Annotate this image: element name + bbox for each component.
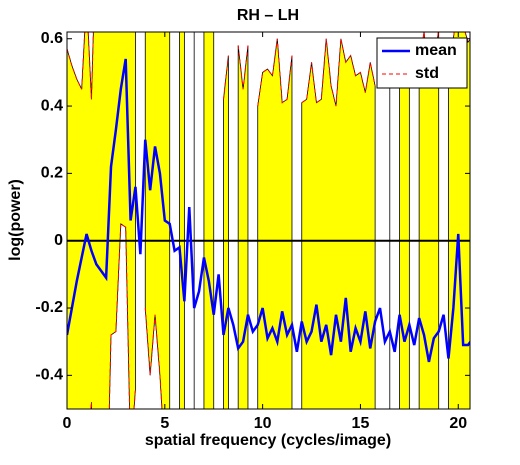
y-tick-label: 0: [54, 232, 63, 249]
x-tick-label: 15: [352, 415, 370, 432]
y-tick-label: -0.2: [35, 299, 63, 316]
std-band: [179, 32, 185, 409]
std-band: [237, 45, 249, 409]
std-line: [223, 55, 229, 100]
x-tick-label: 0: [63, 415, 72, 432]
std-line: [301, 38, 376, 107]
x-tick-label: 5: [160, 415, 169, 432]
std-band: [301, 38, 376, 409]
std-band: [144, 32, 171, 409]
y-tick-label: 0.2: [41, 165, 63, 182]
std-band: [399, 55, 410, 409]
std-band: [223, 55, 229, 409]
std-line: [90, 222, 136, 409]
x-tick-label: 20: [449, 415, 467, 432]
legend-box: [376, 37, 468, 89]
std-line: [237, 45, 249, 90]
std-line: [67, 32, 94, 100]
mean-line: [67, 58, 470, 363]
y-axis-label: log(power): [7, 179, 24, 261]
plot-area: [67, 32, 470, 409]
y-tick-label: 0.4: [41, 97, 63, 114]
y-tick-label: -0.4: [35, 367, 63, 384]
std-band: [203, 32, 215, 409]
axes: 0 5 10 15 20 -0.4 -0.2 0 0.2 0.4 0.6 mean std: [35, 30, 471, 432]
x-tick-label: 10: [254, 415, 272, 432]
chart-title: RH – LH: [237, 7, 299, 24]
legend-label: std: [415, 65, 439, 82]
std-band: [257, 38, 293, 409]
x-axis-label: spatial frequency (cycles/image): [145, 432, 391, 449]
std-band: [418, 32, 440, 409]
y-tick-label: 0.6: [41, 30, 63, 47]
legend-label: mean: [415, 42, 457, 59]
std-line: [144, 307, 163, 409]
std-line: [257, 38, 293, 107]
axes-box: [66, 31, 471, 410]
std-band: [67, 32, 136, 409]
